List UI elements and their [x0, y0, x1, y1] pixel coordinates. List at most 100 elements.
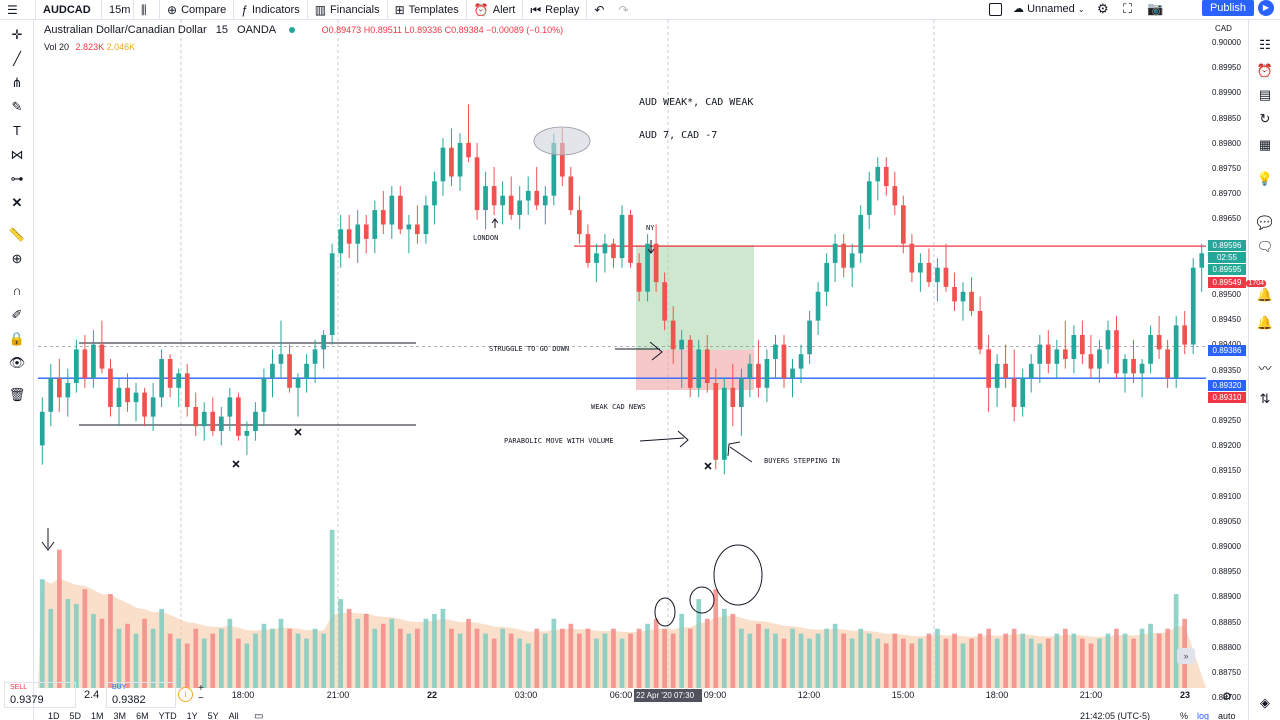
annotation-header[interactable]: AUD WEAK*, CAD WEAK AUD 7, CAD -7	[639, 75, 753, 163]
compare-button[interactable]: ⊕ Compare	[160, 0, 235, 20]
snapshot-button[interactable]: 📷	[1147, 1, 1163, 17]
goto-date-button[interactable]: ▭	[254, 711, 263, 720]
dom-button[interactable]: ⇅	[1256, 390, 1274, 408]
range-all[interactable]: All	[228, 711, 239, 720]
redo-button[interactable]: ↷	[611, 0, 635, 20]
remove-tool[interactable]: ✕	[8, 194, 26, 212]
text-tool[interactable]: T	[8, 122, 26, 140]
volume-bar	[133, 633, 139, 688]
minus-icon[interactable]: −	[198, 693, 204, 704]
annotation-london[interactable]: LONDON	[473, 234, 499, 242]
range-3m[interactable]: 3M	[113, 711, 127, 720]
range-1d[interactable]: 1D	[48, 711, 60, 720]
order-panel-button[interactable]: 〰	[1256, 360, 1274, 378]
range-1y[interactable]: 1Y	[186, 711, 198, 720]
menu-button[interactable]: ☰	[0, 0, 36, 20]
range-ytd[interactable]: YTD	[158, 711, 177, 720]
info-icon[interactable]: i	[178, 687, 193, 702]
templates-button[interactable]: ⊞ Templates	[388, 0, 467, 20]
range-1m[interactable]: 1M	[91, 711, 104, 720]
annotation-weak-cad[interactable]: WEAK CAD NEWS	[591, 403, 646, 411]
magnet-tool[interactable]: ∩	[8, 282, 26, 300]
buy-button[interactable]	[106, 682, 176, 708]
annotation-parabolic[interactable]: PARABOLIC MOVE WITH VOLUME	[504, 437, 614, 445]
annotation-buyers[interactable]: BUYERS STEPPING IN	[764, 457, 840, 465]
lock-tool[interactable]: 🔒	[8, 330, 26, 348]
play-button[interactable]: ▶	[1258, 0, 1274, 16]
symbol-search[interactable]: AUDCAD	[36, 0, 102, 20]
parabolic-arrow	[639, 430, 689, 448]
alert-button[interactable]: ⏰ Alert	[467, 0, 524, 20]
volume-bar	[1131, 638, 1136, 688]
volume-bar	[577, 633, 582, 688]
brush-tool[interactable]: ✎	[8, 98, 26, 116]
layout-toggle[interactable]	[989, 3, 1002, 16]
volume-bar	[704, 618, 710, 688]
annotation-struggle[interactable]: STRUGGLE TO GO DOWN	[489, 345, 570, 353]
financials-button[interactable]: ▥ Financials	[308, 0, 388, 20]
volume-bar	[346, 608, 352, 688]
clock[interactable]: 21:42:05 (UTC-5)	[1080, 711, 1151, 720]
alerts-button[interactable]: ⏰	[1256, 62, 1274, 80]
chart-type-button[interactable]: ⫼	[134, 0, 160, 20]
volume-bar	[1148, 623, 1153, 688]
chat-button[interactable]: 💬	[1256, 214, 1274, 232]
layout-name-button[interactable]: ☁ Unnamed ⌄	[1013, 2, 1085, 15]
fullscreen-button[interactable]: ⛶	[1123, 1, 1132, 17]
measure-tool[interactable]: 📏	[8, 226, 26, 244]
replay-button[interactable]: ⏮ Replay	[523, 0, 588, 20]
log-toggle[interactable]: log	[1197, 711, 1210, 720]
plus-icon[interactable]: +	[198, 683, 204, 694]
price-tick: 0.89800	[1212, 138, 1241, 148]
zoom-tool[interactable]: ⊕	[8, 250, 26, 268]
bell-outline-icon: 🔔	[1256, 315, 1274, 330]
candle-body	[74, 349, 79, 383]
layers-button[interactable]: ◈	[1256, 694, 1274, 712]
publish-button[interactable]: Publish	[1202, 0, 1254, 16]
price-tick: 0.88900	[1212, 592, 1241, 602]
percent-toggle[interactable]: %	[1180, 711, 1189, 720]
lot-stepper[interactable]: + −	[198, 684, 204, 704]
notifications-button[interactable]: 🔔	[1256, 286, 1274, 304]
notifications-panel-button[interactable]: 🔔	[1256, 314, 1274, 332]
crosshair-tool[interactable]: ✛	[8, 26, 26, 44]
volume-bar	[99, 618, 105, 688]
sell-button[interactable]	[4, 682, 76, 708]
axis-settings-button[interactable]: ⚙	[1222, 690, 1232, 703]
layers-icon: ◈	[1260, 695, 1270, 710]
range-5d[interactable]: 5D	[69, 711, 82, 720]
volume-bar	[781, 638, 787, 688]
hide-tool[interactable]: 👁	[8, 354, 26, 372]
candle-body	[525, 190, 531, 201]
stay-drawing-tool[interactable]: ✐	[8, 306, 26, 324]
candle-body	[764, 359, 770, 388]
trendline-tool[interactable]: ╱	[8, 50, 26, 68]
hotlist-button[interactable]: ↻	[1256, 110, 1274, 128]
auto-toggle[interactable]: auto	[1218, 711, 1236, 720]
ideas-button[interactable]: 💡	[1256, 170, 1274, 188]
time-tick: 09:00	[703, 690, 727, 700]
pattern-tool[interactable]: ⋈	[8, 146, 26, 164]
interval-selector[interactable]: 15m	[102, 0, 134, 20]
volume-bar	[321, 633, 326, 688]
fib-tool[interactable]: ⋔	[8, 74, 26, 92]
delete-tool[interactable]: 🗑	[8, 386, 26, 404]
indicators-button[interactable]: ƒ Indicators	[234, 0, 308, 20]
range-5y[interactable]: 5Y	[207, 711, 219, 720]
calendar-button[interactable]: ▦	[1256, 136, 1274, 154]
range-6m[interactable]: 6M	[136, 711, 149, 720]
struggle-arrow	[615, 341, 663, 361]
volume-bar	[534, 628, 540, 688]
volume-value: 2.823K	[75, 42, 105, 52]
alert-label: Alert	[492, 3, 516, 16]
undo-button[interactable]: ↶	[587, 0, 611, 20]
settings-button[interactable]: ⚙	[1097, 1, 1109, 17]
prediction-tool[interactable]: ⊶	[8, 170, 26, 188]
watchlist-button[interactable]: ☷	[1256, 36, 1274, 54]
candle-body	[338, 229, 343, 254]
streams-button[interactable]: 🗨	[1256, 238, 1274, 256]
data-window-button[interactable]: ▤	[1256, 86, 1274, 104]
annotation-ny[interactable]: NY	[646, 224, 655, 232]
scroll-to-realtime-button[interactable]: »	[1177, 648, 1195, 664]
